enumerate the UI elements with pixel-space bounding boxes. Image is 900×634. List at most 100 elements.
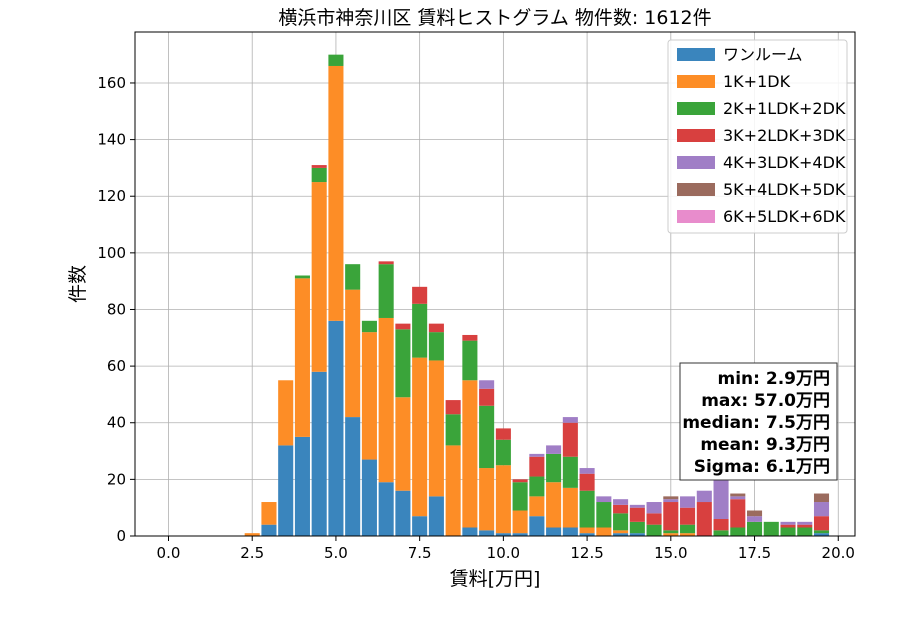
bar-segment-series-2 — [378, 264, 394, 318]
bar-segment-series-2 — [294, 275, 310, 279]
stats-min: min: 2.9万円 — [718, 369, 830, 389]
x-tick-label: 2.5 — [240, 544, 264, 562]
bar-segment-series-0 — [311, 371, 327, 536]
legend-items: ワンルーム 1K+1DK 2K+1LDK+2DK 3K+2LDK+3DK 4K+3LDK… — [677, 45, 846, 226]
bar-segment-series-4 — [730, 496, 746, 500]
bar-segment-series-4 — [613, 499, 629, 505]
bar-segment-series-2 — [780, 527, 796, 536]
bar-segment-series-1 — [345, 289, 361, 418]
bar-segment-series-2 — [713, 530, 729, 536]
bar-segment-series-3 — [529, 456, 545, 477]
bar-segment-series-1 — [680, 533, 696, 536]
y-tick-label: 120 — [97, 187, 126, 205]
bar-segment-series-1 — [261, 502, 277, 525]
bar-segment-series-3 — [445, 400, 461, 415]
bar-segment-series-2 — [747, 521, 763, 536]
legend-swatch — [677, 75, 715, 88]
bar-segment-series-1 — [546, 482, 562, 528]
legend: ワンルーム 1K+1DK 2K+1LDK+2DK 3K+2LDK+3DK 4K+3LDK… — [667, 39, 848, 234]
legend-swatch — [677, 210, 715, 223]
bar-segment-series-1 — [244, 533, 260, 536]
bar-segment-series-1 — [378, 317, 394, 483]
bar-segment-series-2 — [462, 340, 478, 381]
bar-segment-series-3 — [680, 507, 696, 525]
bar-segment-series-1 — [512, 510, 528, 534]
bar-segment-series-2 — [646, 524, 662, 536]
bar-segment-series-2 — [546, 453, 562, 483]
bar-segment-series-3 — [713, 519, 729, 531]
bar-segment-series-0 — [546, 527, 562, 536]
bar-segment-series-3 — [780, 524, 796, 528]
stats-box: min: 2.9万円 max: 57.0万円 median: 7.5万円 mea… — [679, 362, 838, 481]
bar-segment-series-3 — [428, 323, 444, 333]
x-tick-label: 7.5 — [408, 544, 432, 562]
bar-segment-series-2 — [730, 527, 746, 536]
bar-segment-series-2 — [479, 405, 495, 469]
legend-label: 5K+4LDK+5DK — [723, 180, 846, 199]
bar-segment-series-0 — [629, 533, 645, 536]
bar-segment-series-2 — [445, 414, 461, 446]
bar-segment-series-2 — [596, 502, 612, 528]
bar-segment-series-4 — [529, 453, 545, 457]
bar-segment-series-1 — [529, 496, 545, 517]
legend-swatch — [677, 183, 715, 196]
bar-segment-series-3 — [562, 422, 578, 457]
bar-segment-series-3 — [395, 323, 411, 330]
bar-segment-series-3 — [613, 504, 629, 514]
bar-segment-series-2 — [579, 490, 595, 528]
stats-sigma: Sigma: 6.1万円 — [694, 457, 830, 477]
bar-segment-series-4 — [747, 516, 763, 522]
bar-segment-series-3 — [512, 479, 528, 483]
bar-segment-series-5 — [747, 510, 763, 517]
y-tick-label: 20 — [107, 470, 126, 488]
bar-segment-series-1 — [479, 468, 495, 531]
bar-segment-series-1 — [462, 380, 478, 528]
bar-segment-series-2 — [395, 329, 411, 398]
bar-segment-series-4 — [596, 496, 612, 503]
bar-segment-series-1 — [495, 465, 511, 534]
bar-segment-series-0 — [412, 516, 428, 536]
legend-label: ワンルーム — [723, 45, 803, 64]
bar-segment-series-1 — [579, 527, 595, 534]
bar-segment-series-1 — [294, 278, 310, 437]
bar-segment-series-4 — [680, 496, 696, 508]
bar-segment-series-3 — [311, 165, 327, 168]
y-tick-label: 160 — [97, 74, 126, 92]
bar-segment-series-3 — [646, 513, 662, 525]
bar-segment-series-5 — [663, 496, 679, 500]
bar-segment-series-1 — [278, 380, 294, 446]
y-tick-label: 100 — [97, 244, 126, 262]
bar-segment-series-4 — [813, 502, 830, 517]
bar-segment-series-0 — [562, 527, 578, 536]
bar-segment-series-3 — [797, 524, 813, 528]
bar-segment-series-4 — [629, 504, 645, 508]
stats-median: median: 7.5万円 — [682, 413, 830, 433]
bar-segment-series-1 — [663, 533, 679, 536]
bar-segment-series-0 — [579, 533, 595, 536]
bar-segment-series-1 — [328, 65, 344, 321]
bar-segment-series-1 — [412, 357, 428, 517]
bar-segment-series-0 — [428, 496, 444, 536]
bar-segment-series-3 — [696, 502, 712, 536]
x-tick-label: 20.0 — [822, 544, 855, 562]
bar-segment-series-2 — [412, 303, 428, 358]
legend-swatch — [677, 129, 715, 142]
y-tick-label: 140 — [97, 131, 126, 149]
bar-segment-series-4 — [663, 499, 679, 503]
bar-segment-series-0 — [512, 533, 528, 536]
y-tick-label: 40 — [107, 414, 126, 432]
bar-segment-series-0 — [361, 459, 377, 536]
bar-segment-series-3 — [629, 507, 645, 522]
bar-segment-series-2 — [529, 476, 545, 497]
y-tick-label: 0 — [116, 527, 126, 545]
x-tick-label: 10.0 — [487, 544, 520, 562]
legend-swatch — [677, 156, 715, 169]
bar-segment-series-5 — [813, 493, 830, 503]
bar-segment-series-3 — [730, 499, 746, 528]
bar-segment-series-0 — [345, 417, 361, 536]
bar-segment-series-0 — [278, 445, 294, 536]
stats-box-frame — [679, 362, 838, 481]
legend-label: 6K+5LDK+6DK — [723, 207, 846, 226]
